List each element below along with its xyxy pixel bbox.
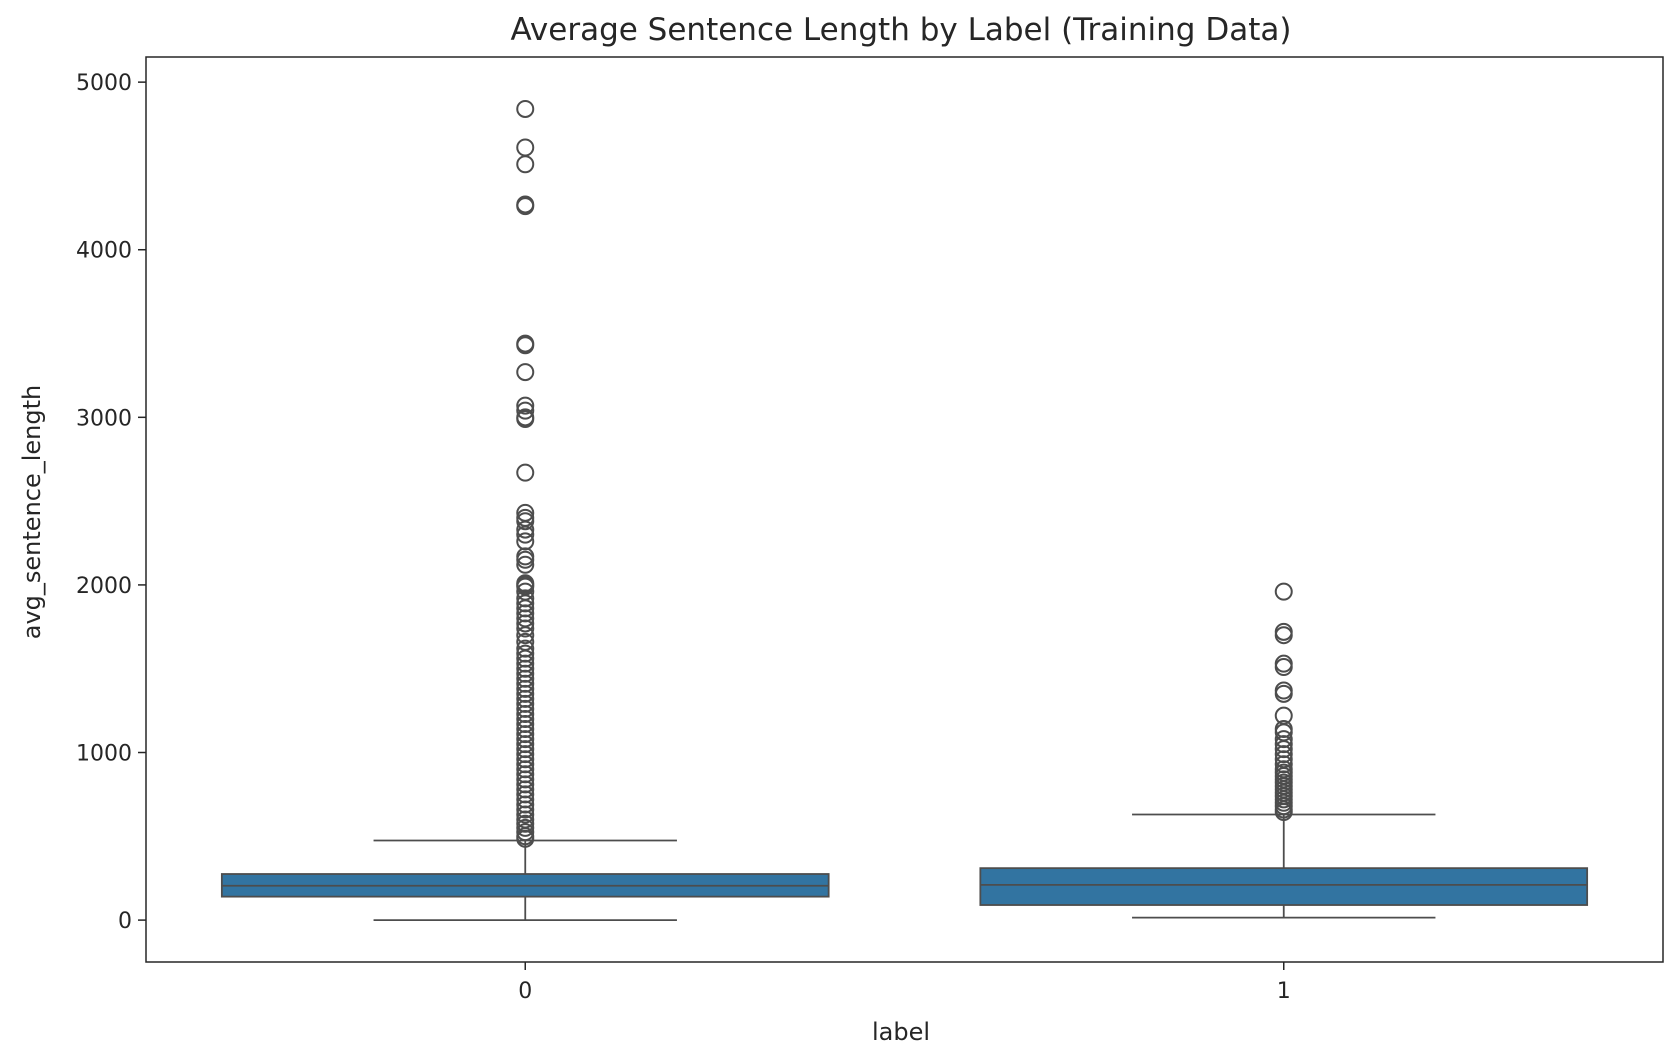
outlier-point [516,336,535,355]
outlier-point [516,626,535,645]
outlier-point [516,99,535,118]
outlier-point [1274,626,1293,645]
outlier-point [516,197,535,216]
outlier-point [516,363,535,382]
outlier-point [516,800,535,819]
outlier-point [516,525,535,544]
outlier-point [516,818,535,837]
outlier-point [516,410,535,428]
outlier-point [516,829,535,848]
outlier-point [516,619,535,638]
outlier-point [516,512,535,531]
outlier-point [516,463,535,482]
plot-frame [145,56,1664,963]
outlier-point [1274,803,1293,822]
outlier-point [1274,658,1293,677]
plot-area: 0 1000 2000 3000 4000 5000 0 1 [76,71,1589,1004]
outlier-point [516,614,535,633]
outlier-point [516,520,535,539]
outlier-point [516,138,535,157]
y-tick-label: 5000 [76,71,132,96]
y-tick-label: 0 [118,909,132,934]
outlier-point [516,155,535,174]
outlier-point [1274,582,1293,601]
chart-title: Average Sentence Length by Label (Traini… [511,12,1292,48]
outlier-point [516,555,535,574]
box-iqr [979,867,1589,906]
y-tick-label: 3000 [76,406,132,431]
y-tick-label: 2000 [76,574,132,599]
x-axis-label: label [872,1018,930,1046]
outlier-point [516,550,535,569]
y-tick-label: 1000 [76,742,132,767]
outlier-point [1274,684,1293,703]
x-tick-label: 1 [1277,979,1291,1004]
outlier-point [516,401,535,420]
outlier-point [516,823,535,842]
x-tick-label: 0 [518,979,532,1004]
outlier-point [516,805,535,824]
outlier-point [516,396,535,415]
y-tick-label: 4000 [76,239,132,264]
y-axis-label: avg_sentence_length [18,385,46,639]
